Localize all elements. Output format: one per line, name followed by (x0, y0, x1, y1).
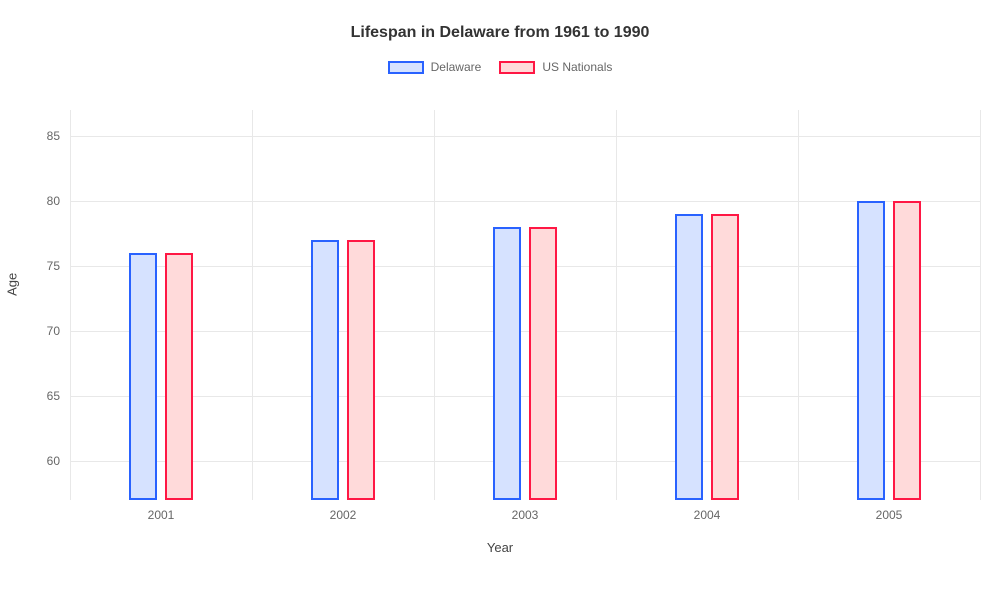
bar (857, 201, 885, 500)
y-tick-label: 85 (20, 129, 60, 143)
legend-swatch (388, 61, 424, 74)
legend: Delaware US Nationals (0, 60, 1000, 74)
grid-line-vertical (70, 110, 71, 500)
grid-line-horizontal (70, 201, 980, 202)
grid-line-horizontal (70, 331, 980, 332)
bar (675, 214, 703, 500)
grid-line-vertical (252, 110, 253, 500)
bar (529, 227, 557, 500)
grid-line-vertical (798, 110, 799, 500)
grid-line-vertical (434, 110, 435, 500)
legend-item: US Nationals (499, 60, 612, 74)
x-axis-title: Year (0, 540, 1000, 555)
bar (165, 253, 193, 500)
x-tick-label: 2003 (512, 508, 539, 522)
y-tick-label: 80 (20, 194, 60, 208)
y-tick-label: 65 (20, 389, 60, 403)
bar (347, 240, 375, 500)
chart-title: Lifespan in Delaware from 1961 to 1990 (0, 0, 1000, 42)
x-tick-label: 2004 (694, 508, 721, 522)
plot-area (70, 110, 980, 500)
grid-line-horizontal (70, 461, 980, 462)
y-axis-title: Age (5, 273, 20, 296)
x-tick-label: 2005 (876, 508, 903, 522)
x-tick-label: 2002 (330, 508, 357, 522)
grid-line-horizontal (70, 266, 980, 267)
grid-line-horizontal (70, 136, 980, 137)
grid-line-vertical (980, 110, 981, 500)
y-tick-label: 60 (20, 454, 60, 468)
x-tick-label: 2001 (148, 508, 175, 522)
grid-line-vertical (616, 110, 617, 500)
bar (129, 253, 157, 500)
bar (893, 201, 921, 500)
legend-item: Delaware (388, 60, 482, 74)
y-tick-label: 75 (20, 259, 60, 273)
grid-line-horizontal (70, 396, 980, 397)
bar (711, 214, 739, 500)
bar (311, 240, 339, 500)
legend-label: US Nationals (542, 60, 612, 74)
bar (493, 227, 521, 500)
y-tick-label: 70 (20, 324, 60, 338)
legend-label: Delaware (431, 60, 482, 74)
legend-swatch (499, 61, 535, 74)
